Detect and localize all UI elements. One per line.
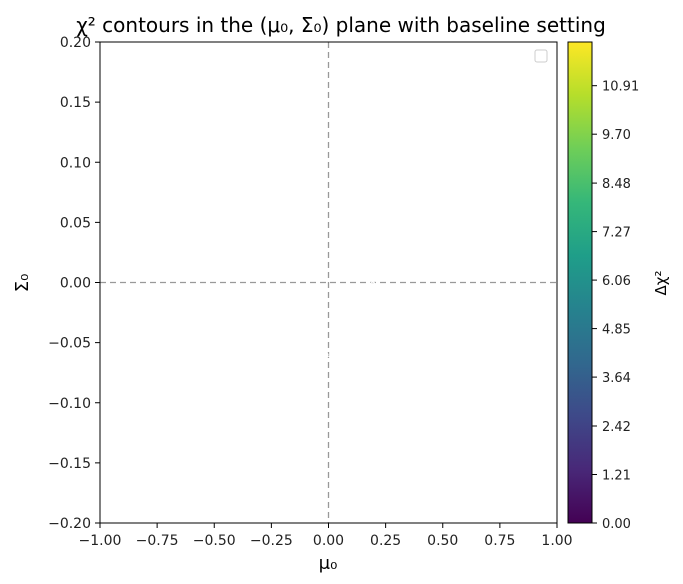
x-tick-label: 1.00: [541, 533, 572, 549]
colorbar-tick-label: 9.70: [602, 128, 631, 143]
colorbar-tick-label: 3.64: [602, 371, 631, 386]
y-tick-label: −0.05: [48, 336, 91, 352]
x-tick-label: 0.00: [313, 533, 344, 549]
plot-area: 1σ 2σ 3σ 3σ: [100, 42, 557, 523]
contour-label: 3σ: [412, 117, 433, 138]
y-tick-label: 0.05: [60, 215, 91, 231]
colorbar-ticks: 0.00 1.21 2.42 3.64 4.85 6.06 7.27 8.48 9.70 10.9…: [592, 80, 639, 532]
y-tick-label: −0.15: [48, 456, 91, 472]
colorbar-tick-label: 2.42: [602, 420, 631, 435]
colorbar-tick-label: 6.06: [602, 274, 631, 289]
y-tick-label: 0.20: [60, 35, 91, 51]
colorbar-tick-label: 10.91: [602, 80, 639, 95]
contour-label: 2σ: [381, 286, 402, 307]
colorbar-tick-label: 1.21: [602, 468, 631, 483]
y-axis-label: Σ₀: [12, 274, 33, 293]
empty-legend: [534, 49, 548, 63]
y-axis: −0.20 −0.15 −0.10 −0.05 0.00 0.05 0.10 0.15 0.20: [48, 35, 100, 532]
x-tick-label: −1.00: [79, 533, 122, 549]
colorbar: [567, 41, 593, 524]
contour-label: 1σ: [359, 276, 380, 297]
colorbar-label: Δχ²: [652, 271, 670, 296]
contour-label: 3σ: [320, 345, 341, 366]
x-axis-label: μ₀: [319, 553, 338, 574]
colorbar-tick-label: 4.85: [602, 323, 631, 338]
y-tick-label: 0.00: [60, 276, 91, 292]
x-tick-label: 0.50: [427, 533, 458, 549]
reference-lines: [100, 42, 557, 523]
sigma-contours: 1σ 2σ 3σ 3σ: [320, 117, 432, 365]
chart-title: χ² contours in the (μ₀, Σ₀) plane with b…: [76, 13, 606, 37]
x-tick-label: −0.75: [136, 533, 179, 549]
x-tick-label: 0.75: [484, 533, 515, 549]
colorbar-tick-label: 7.27: [602, 226, 631, 241]
y-tick-label: −0.20: [48, 516, 91, 532]
colorbar-tick-label: 0.00: [602, 517, 631, 532]
x-axis: −1.00 −0.75 −0.50 −0.25 0.00 0.25 0.50 0.75 1.00: [79, 523, 573, 549]
x-tick-label: −0.50: [193, 533, 236, 549]
y-tick-label: 0.15: [60, 95, 91, 111]
y-tick-label: 0.10: [60, 155, 91, 171]
colorbar-tick-label: 8.48: [602, 177, 631, 192]
x-tick-label: 0.25: [370, 533, 401, 549]
y-tick-label: −0.10: [48, 396, 91, 412]
x-tick-label: −0.25: [250, 533, 293, 549]
